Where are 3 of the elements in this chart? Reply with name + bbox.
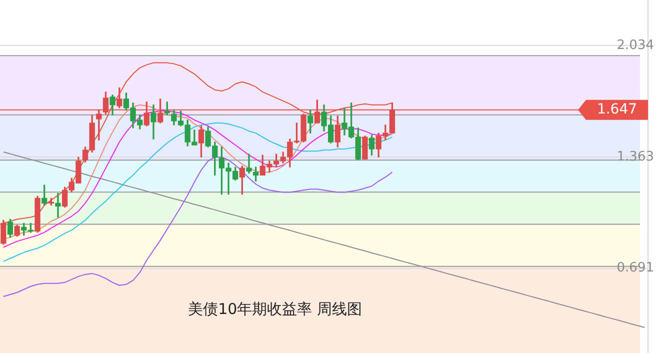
y-tick-label: 2.034 [616, 38, 654, 54]
ref-line-label: 1.647 [596, 102, 638, 118]
text: 美债10年期收益率 周线图 [187, 300, 363, 319]
